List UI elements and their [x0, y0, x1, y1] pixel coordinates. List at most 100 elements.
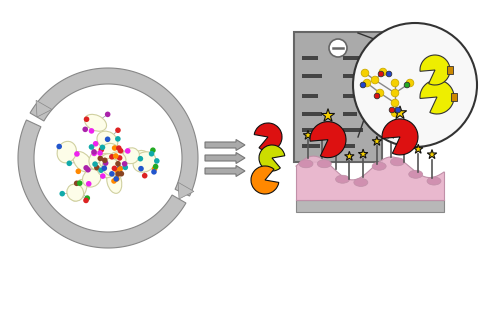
Polygon shape	[345, 151, 354, 160]
Circle shape	[100, 173, 106, 179]
Ellipse shape	[102, 162, 117, 180]
Ellipse shape	[100, 143, 120, 164]
Circle shape	[138, 156, 143, 162]
Wedge shape	[420, 80, 454, 114]
Circle shape	[374, 93, 380, 99]
Circle shape	[91, 151, 97, 156]
Circle shape	[109, 154, 115, 160]
Polygon shape	[30, 68, 198, 196]
Polygon shape	[317, 130, 326, 139]
Circle shape	[100, 145, 105, 150]
Ellipse shape	[107, 170, 122, 193]
Circle shape	[117, 155, 122, 161]
Circle shape	[138, 166, 144, 172]
Circle shape	[150, 148, 156, 153]
Circle shape	[149, 151, 155, 156]
Circle shape	[151, 169, 157, 175]
FancyArrow shape	[205, 165, 245, 177]
Circle shape	[94, 165, 100, 171]
Ellipse shape	[427, 177, 441, 185]
Circle shape	[360, 82, 366, 88]
Ellipse shape	[372, 162, 386, 170]
Polygon shape	[331, 140, 340, 149]
Circle shape	[105, 136, 110, 142]
Circle shape	[115, 127, 121, 133]
Polygon shape	[393, 106, 407, 119]
Circle shape	[118, 148, 123, 154]
Circle shape	[391, 109, 399, 117]
Circle shape	[84, 165, 89, 171]
Circle shape	[386, 71, 392, 77]
Circle shape	[115, 136, 120, 142]
Circle shape	[122, 161, 127, 167]
Circle shape	[77, 180, 83, 186]
Polygon shape	[36, 100, 52, 117]
Circle shape	[97, 150, 103, 156]
Wedge shape	[382, 119, 418, 155]
Circle shape	[114, 176, 120, 182]
Circle shape	[84, 195, 90, 201]
Circle shape	[89, 144, 94, 150]
Circle shape	[56, 144, 62, 149]
Circle shape	[378, 71, 384, 77]
Circle shape	[391, 99, 399, 107]
Circle shape	[116, 145, 121, 151]
Ellipse shape	[123, 148, 140, 164]
Polygon shape	[18, 120, 186, 248]
Circle shape	[114, 167, 120, 173]
Circle shape	[125, 148, 131, 154]
Ellipse shape	[99, 154, 116, 168]
Circle shape	[391, 89, 399, 97]
Circle shape	[361, 69, 369, 77]
Ellipse shape	[89, 152, 104, 170]
Ellipse shape	[299, 160, 313, 168]
Circle shape	[101, 165, 107, 171]
Circle shape	[93, 141, 98, 147]
Circle shape	[113, 153, 119, 159]
Ellipse shape	[98, 153, 115, 171]
Circle shape	[84, 116, 89, 122]
Ellipse shape	[408, 170, 423, 178]
Ellipse shape	[317, 160, 331, 168]
Polygon shape	[178, 182, 194, 199]
Circle shape	[119, 171, 124, 177]
Polygon shape	[359, 149, 368, 158]
Circle shape	[91, 149, 97, 155]
Ellipse shape	[71, 179, 87, 201]
Circle shape	[83, 126, 88, 132]
Circle shape	[389, 107, 395, 113]
Ellipse shape	[136, 150, 156, 169]
Ellipse shape	[57, 141, 76, 163]
Circle shape	[97, 156, 103, 161]
Circle shape	[353, 23, 477, 147]
Circle shape	[122, 164, 128, 170]
Circle shape	[85, 167, 91, 172]
Circle shape	[74, 151, 80, 157]
Circle shape	[83, 198, 89, 203]
Circle shape	[395, 107, 401, 113]
Circle shape	[98, 167, 104, 173]
Ellipse shape	[84, 114, 107, 131]
Circle shape	[152, 166, 157, 172]
Ellipse shape	[336, 175, 349, 183]
Ellipse shape	[133, 152, 156, 172]
Ellipse shape	[67, 184, 84, 201]
Polygon shape	[321, 108, 335, 121]
Bar	[447, 66, 453, 74]
Circle shape	[376, 89, 384, 97]
FancyArrow shape	[205, 140, 245, 150]
Polygon shape	[386, 129, 396, 138]
Circle shape	[371, 76, 379, 84]
Circle shape	[391, 79, 399, 87]
Wedge shape	[251, 166, 279, 194]
Ellipse shape	[102, 158, 120, 176]
Ellipse shape	[93, 140, 115, 158]
Circle shape	[111, 178, 117, 184]
Polygon shape	[303, 130, 313, 139]
Circle shape	[89, 128, 94, 134]
Circle shape	[60, 191, 65, 196]
Circle shape	[102, 157, 108, 163]
Bar	[451, 93, 457, 101]
Circle shape	[404, 82, 410, 88]
Ellipse shape	[97, 131, 118, 150]
